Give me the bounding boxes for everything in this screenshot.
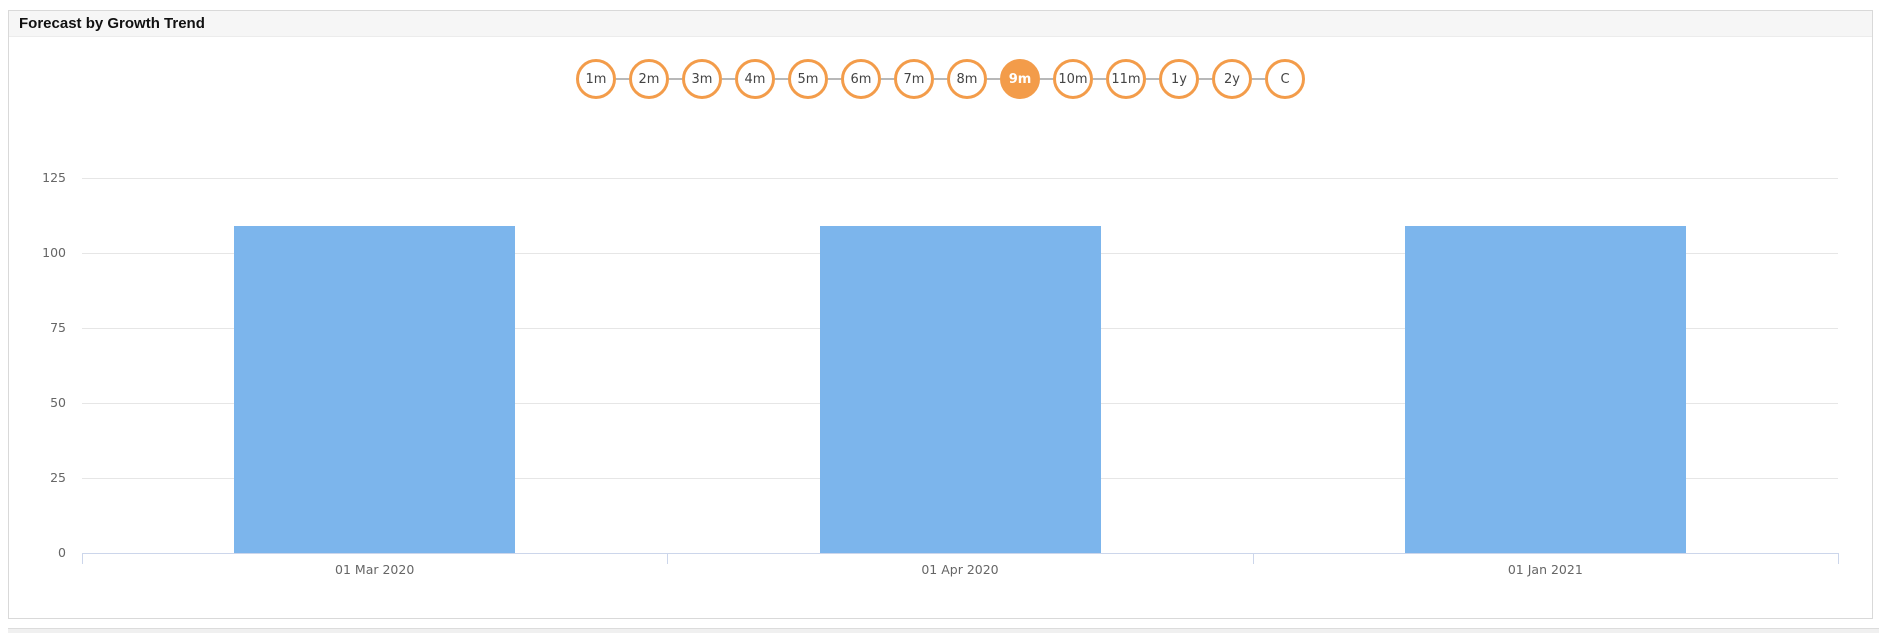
range-button-10m[interactable]: 10m xyxy=(1053,59,1093,99)
range-connector xyxy=(1040,78,1053,80)
panel-header: Forecast by Growth Trend xyxy=(9,11,1872,37)
range-button-5m[interactable]: 5m xyxy=(788,59,828,99)
range-connector xyxy=(722,78,735,80)
range-connector xyxy=(1252,78,1265,80)
range-button-C[interactable]: C xyxy=(1265,59,1305,99)
range-button-2y[interactable]: 2y xyxy=(1212,59,1252,99)
range-button-1m[interactable]: 1m xyxy=(576,59,616,99)
panel-title: Forecast by Growth Trend xyxy=(19,15,205,32)
range-button-6m[interactable]: 6m xyxy=(841,59,881,99)
range-connector xyxy=(934,78,947,80)
range-button-1y[interactable]: 1y xyxy=(1159,59,1199,99)
range-connector xyxy=(1146,78,1159,80)
next-panel-top-edge xyxy=(8,628,1879,633)
range-connector xyxy=(669,78,682,80)
range-connector xyxy=(881,78,894,80)
range-button-2m[interactable]: 2m xyxy=(629,59,669,99)
range-button-3m[interactable]: 3m xyxy=(682,59,722,99)
range-button-8m[interactable]: 8m xyxy=(947,59,987,99)
range-connector xyxy=(987,78,1000,80)
bar-01 Jan 2021[interactable] xyxy=(1404,226,1686,553)
range-button-9m[interactable]: 9m xyxy=(1000,59,1040,99)
range-connector xyxy=(1199,78,1212,80)
range-button-11m[interactable]: 11m xyxy=(1106,59,1146,99)
range-selector: 1m 2m 3m 4m 5m 6m 7m 8m 9m 10m 11m 1y 2y C xyxy=(9,59,1872,99)
range-button-4m[interactable]: 4m xyxy=(735,59,775,99)
bar-01 Mar 2020[interactable] xyxy=(234,226,516,553)
range-connector xyxy=(828,78,841,80)
bar-01 Apr 2020[interactable] xyxy=(819,226,1101,553)
range-button-7m[interactable]: 7m xyxy=(894,59,934,99)
range-connector xyxy=(1093,78,1106,80)
range-connector xyxy=(775,78,788,80)
range-connector xyxy=(616,78,629,80)
